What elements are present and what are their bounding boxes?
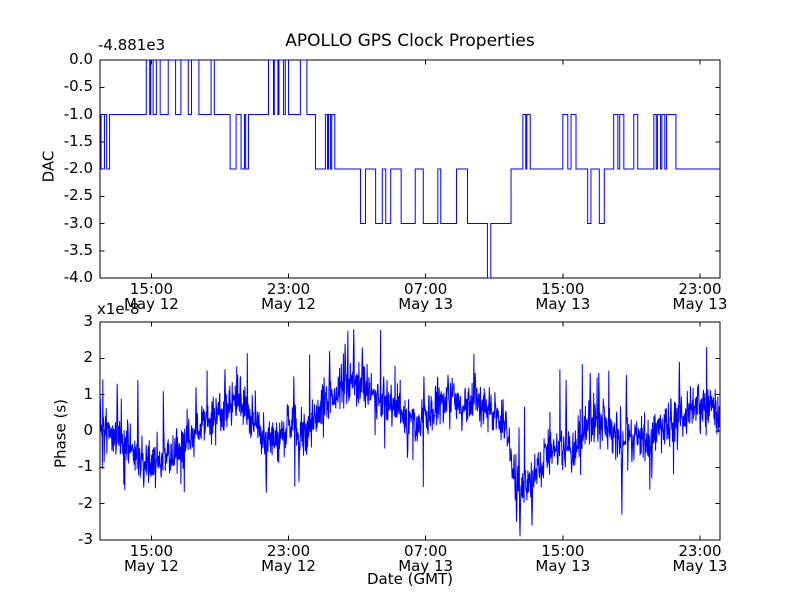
x-tick-date-label: May 13 [672, 557, 728, 575]
x-tick-time-label: 23:00 [678, 280, 722, 298]
y-tick-label: -3.5 [63, 240, 93, 259]
x-tick-time-label: 15:00 [541, 542, 585, 560]
dac-offset-label: -4.881e3 [98, 36, 166, 54]
phase-axis-label: Phase (s) [51, 398, 70, 469]
x-tick-time-label: 23:00 [266, 280, 311, 298]
x-tick-date-label: May 12 [123, 295, 179, 313]
x-tick-date-label: May 13 [398, 295, 454, 313]
x-tick-time-label: 23:00 [678, 542, 722, 560]
x-tick-date-label: May 12 [261, 557, 316, 575]
y-tick-label: -3 [78, 530, 93, 548]
chart-title: APOLLO GPS Clock Properties [285, 31, 535, 51]
y-tick-label: -2.5 [63, 186, 93, 205]
x-tick-time-label: 15:00 [129, 542, 174, 560]
x-tick-date-label: May 13 [535, 557, 591, 575]
x-tick-time-label: 07:00 [404, 280, 448, 298]
date-axis-label: Date (GMT) [366, 570, 454, 588]
y-tick-label: -3.0 [63, 213, 93, 232]
x-tick-date-label: May 13 [672, 295, 728, 313]
x-tick-date-label: May 13 [398, 557, 454, 575]
y-tick-label: -1.5 [63, 131, 93, 150]
y-tick-label: -2.0 [63, 159, 93, 177]
x-tick-date-label: May 13 [535, 295, 591, 313]
y-tick-label: -1 [78, 457, 93, 476]
y-tick-label: 3 [83, 312, 93, 330]
phase-scale-label: x1e-8 [97, 300, 140, 318]
y-tick-label: -1.0 [63, 104, 93, 123]
y-tick-label: 0.0 [69, 50, 93, 68]
x-tick-time-label: 15:00 [541, 280, 585, 298]
x-tick-time-label: 07:00 [404, 542, 448, 560]
x-tick-date-label: May 12 [261, 295, 316, 313]
phase-noise-line [99, 329, 721, 537]
y-tick-label: -2 [78, 493, 93, 512]
y-tick-label: 2 [83, 348, 93, 367]
y-tick-label: 1 [83, 384, 93, 403]
x-tick-time-label: 15:00 [129, 280, 174, 298]
x-tick-time-label: 23:00 [266, 542, 311, 560]
y-tick-label: 0 [83, 421, 93, 439]
y-tick-label: -4.0 [63, 268, 93, 286]
dac-step-line [100, 59, 720, 279]
dac-axis-label: DAC [39, 150, 58, 183]
y-tick-label: -0.5 [63, 77, 93, 96]
x-tick-date-label: May 12 [123, 557, 179, 575]
